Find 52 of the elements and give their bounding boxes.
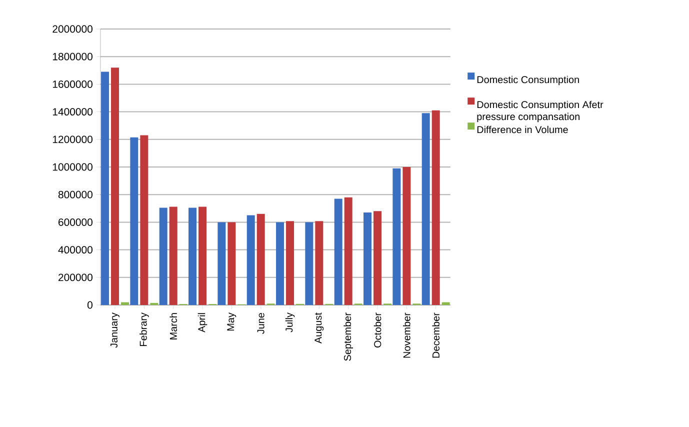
x-tick-label: October [374,312,382,348]
x-tick-label: Jully [285,312,295,332]
x-tick-label: November [403,312,410,358]
bar [422,113,430,305]
bar [276,222,284,305]
y-tick-label: 800000 [58,190,92,198]
y-tick-label: 400000 [58,246,92,254]
bar [392,168,401,305]
x-tick-label: March [170,313,177,340]
y-tick-label: 1400000 [52,108,92,116]
bar [442,302,450,305]
bar [111,68,119,305]
x-tick-label: September [344,312,353,361]
bar [402,167,411,305]
y-tick-label: 1200000 [52,136,92,144]
bar [218,222,226,305]
y-tick-label: 1800000 [52,52,92,60]
bar [101,72,110,305]
bar [140,135,148,305]
legend-label: Difference in Volume [477,126,568,134]
y-tick-label: 0 [87,301,92,309]
bar [228,222,236,305]
bar [432,110,440,305]
bar [305,222,314,305]
bar [159,208,168,305]
x-tick-label: April [198,313,208,332]
y-tick-label: 1600000 [52,80,92,88]
bar [246,215,255,305]
bar [120,302,129,305]
bar [344,197,352,305]
bar [198,206,207,305]
legend-label: Domestic Consumption Afetr pressure compansation [477,100,604,122]
bar [188,208,197,305]
bar [286,221,294,305]
y-tick-label: 200000 [58,274,92,282]
x-tick-label: August [314,312,324,344]
x-tick-label: Febrary [140,312,149,346]
bar [130,137,138,305]
y-tick-label: 2000000 [52,25,92,33]
bar [315,221,324,305]
x-tick-label: January [110,312,120,348]
y-tick-label: 1000000 [52,163,92,171]
x-tick-label: December [432,312,440,358]
x-tick-label: June [257,312,264,334]
bar [374,211,382,305]
legend-label: Domestic Consumption [477,76,579,86]
bar [169,206,178,305]
y-tick-label: 600000 [58,218,92,226]
bar [364,212,372,305]
x-tick-label: May [227,312,236,331]
bar [256,214,265,305]
bar [334,198,342,305]
